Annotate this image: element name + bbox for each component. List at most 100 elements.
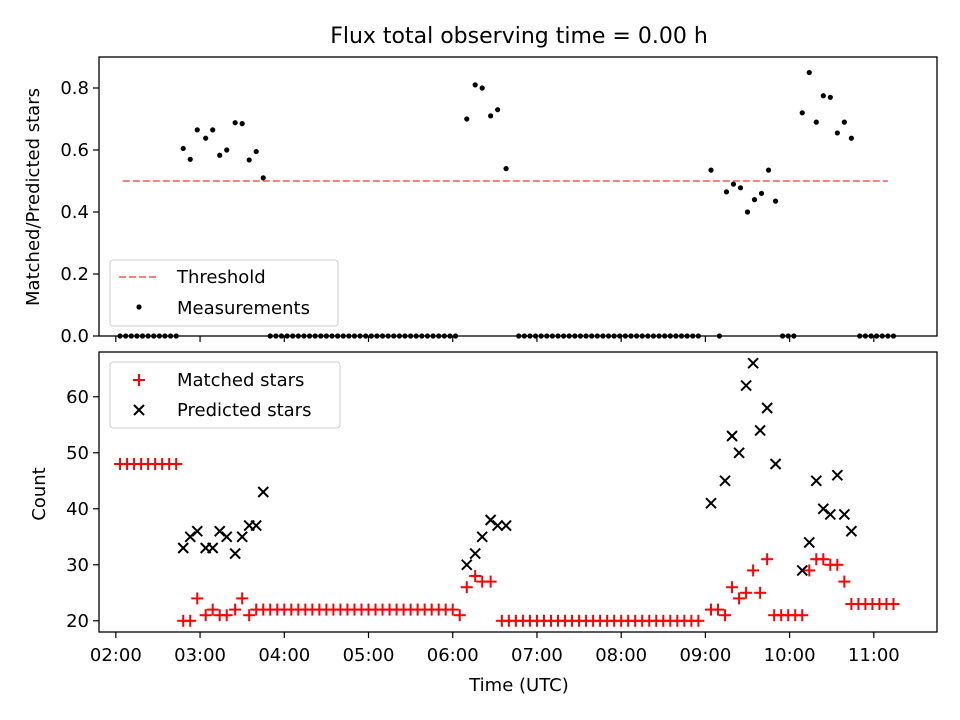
measurement-point xyxy=(306,333,313,339)
measurement-point xyxy=(656,333,662,339)
matched-stars-point xyxy=(887,598,900,610)
ratio-y-tick-label: 0.2 xyxy=(60,264,89,285)
matched-stars-point xyxy=(469,570,482,582)
ratio-panel: Flux total observing time = 0.00 h 0.00.… xyxy=(23,24,938,347)
measurement-point xyxy=(834,130,840,136)
measurement-point xyxy=(134,333,140,339)
measurement-point xyxy=(180,145,186,152)
predicted-stars-point-b xyxy=(769,458,782,470)
predicted-stars-point xyxy=(796,564,808,577)
predicted-stars-point xyxy=(810,475,822,487)
measurement-point xyxy=(436,333,442,339)
matched-stars-legend-swatch xyxy=(133,374,145,386)
measurement-point xyxy=(167,333,174,339)
predicted-stars-point-b xyxy=(184,531,196,543)
predicted-stars-point-b xyxy=(803,536,815,549)
measurement-point xyxy=(667,333,673,339)
measurement-point xyxy=(357,333,363,339)
measurement-point xyxy=(639,333,645,339)
measurement-point xyxy=(301,333,307,339)
measurement-point xyxy=(594,333,600,339)
measurement-point xyxy=(187,156,193,162)
predicted-stars-point xyxy=(491,519,504,532)
matched-stars-legend-label: Matched stars xyxy=(177,370,304,391)
measurement-point xyxy=(695,333,701,339)
measurement-point xyxy=(391,333,397,339)
ratio-y-tick-label: 0.6 xyxy=(60,140,89,161)
predicted-stars-point-b xyxy=(705,497,717,509)
measurement-point xyxy=(447,333,453,339)
measurement-point xyxy=(799,110,805,116)
measurement-point xyxy=(730,181,737,187)
matched-stars-point xyxy=(170,458,183,470)
measurement-point xyxy=(662,333,668,339)
measurement-point xyxy=(335,333,341,339)
ratio-legend-box xyxy=(109,259,339,327)
measurement-point xyxy=(402,333,408,339)
measurement-point xyxy=(708,167,714,173)
predicted-stars-point-b xyxy=(250,519,262,532)
predicted-stars-point-b xyxy=(845,525,858,537)
matched-stars-point xyxy=(460,581,473,594)
count-y-ticks: 20 30 40 50 60 xyxy=(66,387,99,632)
count-x-ticks: 02:00 03:00 04:00 05:00 06:00 07:00 08:00 09:00… xyxy=(90,632,900,666)
count-x-tick-label: 11:00 xyxy=(848,645,900,666)
predicted-stars-legend-swatch xyxy=(133,404,145,416)
measurement-point xyxy=(538,333,544,339)
count-x-tick-label: 05:00 xyxy=(343,645,395,666)
measurement-point xyxy=(841,119,847,125)
measurement-point xyxy=(151,333,157,339)
predicted-stars-point xyxy=(845,525,858,537)
count-y-axis-label: Count xyxy=(29,467,50,520)
measurement-point xyxy=(351,333,358,339)
measurement-point xyxy=(479,85,485,91)
measurements-legend-label: Measurements xyxy=(177,298,310,319)
predicted-stars-point xyxy=(500,519,512,532)
measurement-point xyxy=(246,157,252,163)
count-plot-frame xyxy=(98,351,938,633)
predicted-stars-point-b xyxy=(214,525,226,537)
predicted-stars-point xyxy=(761,402,773,414)
measurement-point xyxy=(441,333,447,339)
measurement-point xyxy=(495,107,501,113)
measurement-point xyxy=(544,333,550,339)
measurement-point xyxy=(678,333,685,339)
measurement-point xyxy=(430,333,436,339)
predicted-stars-point-b xyxy=(824,508,837,521)
predicted-stars-point xyxy=(184,531,196,543)
ratio-legend: Threshold Measurements xyxy=(109,259,339,327)
predicted-stars-point xyxy=(838,508,851,521)
predicted-stars-point xyxy=(206,542,219,554)
matched-stars-point xyxy=(831,558,844,571)
measurement-point xyxy=(123,333,129,339)
predicted-stars-point-b xyxy=(206,542,219,554)
measurement-point xyxy=(527,333,533,339)
count-marks xyxy=(114,357,900,627)
ratio-y-tick-label: 0.4 xyxy=(60,202,89,223)
count-panel: 20 30 40 50 60 02:00 03:00 04:00 05:00 06:00 07:0… xyxy=(29,351,938,696)
predicted-stars-point xyxy=(740,379,752,392)
measurement-point xyxy=(312,333,318,339)
predicted-stars-point-b xyxy=(469,547,481,560)
matched-stars-point xyxy=(754,586,767,599)
predicted-stars-point-b xyxy=(754,424,766,437)
ratio-y-axis-label: Matched/Predicted stars xyxy=(23,88,44,306)
predicted-stars-point xyxy=(769,458,782,470)
measurement-point xyxy=(744,209,751,215)
measurement-point xyxy=(758,190,765,196)
matched-stars-point xyxy=(712,603,725,616)
matched-stars-point xyxy=(796,609,809,622)
ratio-y-tick-label: 0.8 xyxy=(60,78,89,99)
matched-stars-point xyxy=(220,609,233,622)
measurement-point xyxy=(203,135,209,141)
matched-stars-point xyxy=(229,603,242,616)
predicted-stars-point xyxy=(754,424,766,437)
measurement-point xyxy=(278,333,285,339)
measurement-point xyxy=(684,333,690,339)
count-x-axis-label: Time (UTC) xyxy=(468,675,569,696)
measurement-point xyxy=(617,333,623,339)
measurement-point xyxy=(813,119,819,125)
predicted-stars-point xyxy=(824,508,837,521)
predicted-stars-point-b xyxy=(838,508,851,521)
